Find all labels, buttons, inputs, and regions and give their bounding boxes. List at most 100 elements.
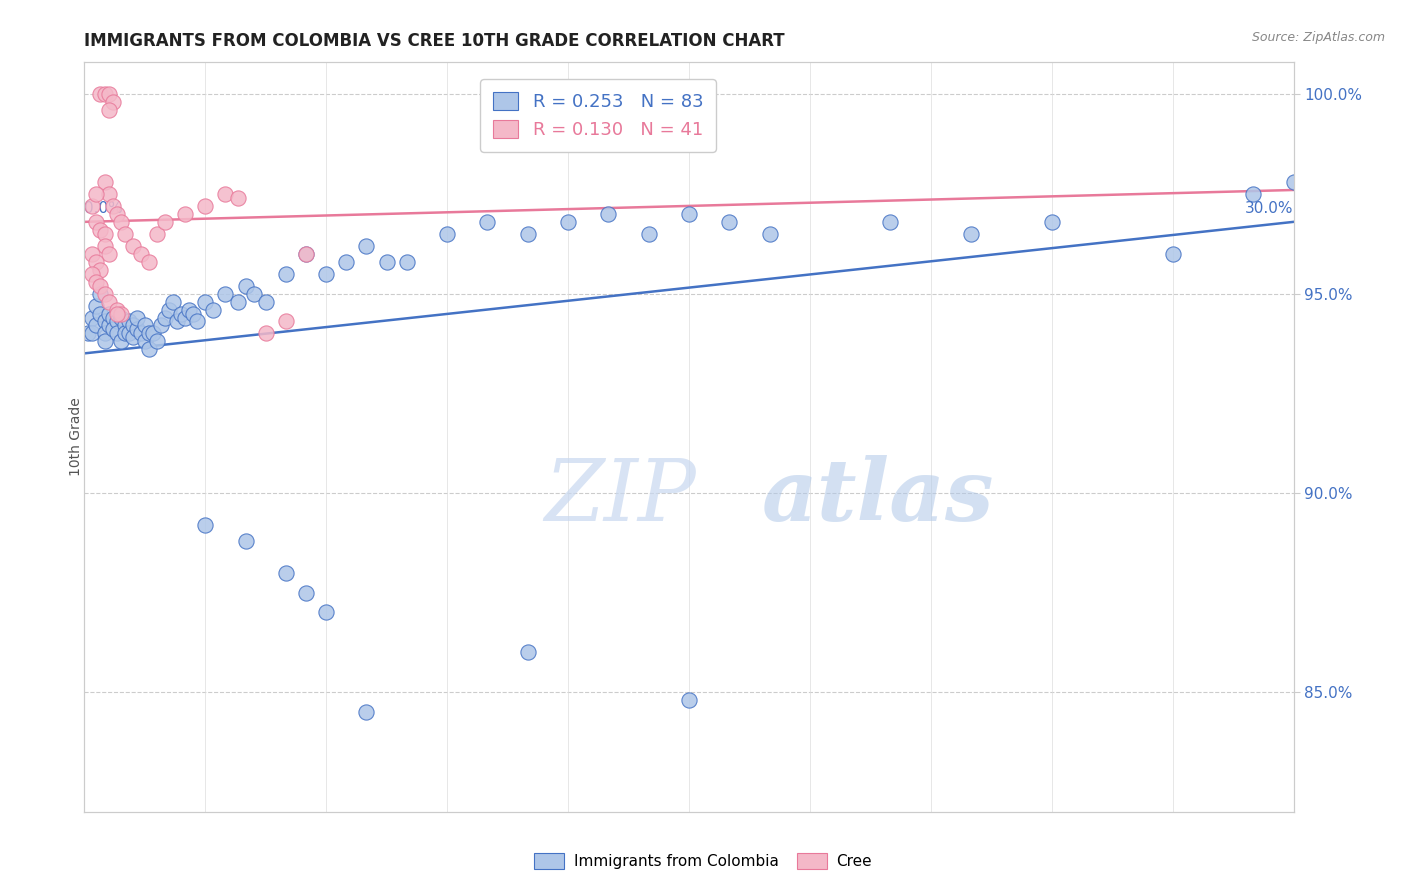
Point: [295, 246, 318, 260]
Point: [254, 326, 277, 341]
Point: [214, 286, 236, 301]
Point: [758, 227, 780, 241]
Point: [179, 302, 201, 317]
Point: [436, 227, 458, 241]
Point: [315, 267, 337, 281]
Point: [93, 87, 115, 102]
Point: [82, 246, 104, 260]
Point: [153, 215, 176, 229]
Point: [89, 223, 111, 237]
Point: [93, 314, 115, 328]
Point: [516, 645, 538, 659]
Point: [516, 227, 538, 241]
Point: [194, 517, 217, 532]
Point: [86, 275, 108, 289]
Text: IMMIGRANTS FROM COLOMBIA VS CREE 10TH GRADE CORRELATION CHART: IMMIGRANTS FROM COLOMBIA VS CREE 10TH GR…: [84, 32, 785, 50]
Point: [114, 227, 136, 241]
Point: [274, 566, 297, 580]
Point: [356, 705, 378, 719]
Point: [295, 246, 318, 260]
Point: [146, 227, 169, 241]
Point: [93, 334, 115, 349]
Point: [93, 286, 115, 301]
Point: [97, 318, 120, 333]
Point: [82, 310, 104, 325]
Point: [149, 318, 172, 333]
Point: [274, 267, 297, 281]
Point: [77, 326, 100, 341]
Point: [93, 239, 115, 253]
Point: [226, 294, 249, 309]
Point: [960, 227, 983, 241]
Point: [86, 318, 108, 333]
Point: [1241, 186, 1264, 201]
Point: [153, 310, 176, 325]
Point: [114, 318, 136, 333]
Point: [89, 278, 111, 293]
Point: [101, 310, 124, 325]
Point: [1161, 246, 1184, 260]
Point: [86, 186, 108, 201]
Point: [97, 186, 120, 201]
Point: [82, 267, 104, 281]
Point: [295, 585, 318, 599]
Point: [125, 310, 148, 325]
Point: [125, 322, 148, 336]
Point: [101, 199, 124, 213]
Point: [162, 294, 184, 309]
Text: 30.0%: 30.0%: [1246, 201, 1294, 216]
Point: [254, 294, 277, 309]
Point: [214, 186, 236, 201]
Point: [110, 310, 132, 325]
Point: [557, 215, 579, 229]
Point: [226, 191, 249, 205]
Point: [678, 207, 700, 221]
Point: [82, 326, 104, 341]
Point: [598, 207, 620, 221]
Point: [105, 207, 128, 221]
Point: [129, 326, 152, 341]
Point: [121, 330, 143, 344]
Point: [315, 606, 337, 620]
Point: [93, 326, 115, 341]
Point: [89, 87, 111, 102]
Point: [157, 302, 180, 317]
Point: [1040, 215, 1063, 229]
Point: [86, 299, 108, 313]
Point: [134, 334, 156, 349]
Point: [110, 215, 132, 229]
Point: [97, 294, 120, 309]
Point: [138, 254, 160, 268]
Point: [110, 306, 132, 320]
Point: [89, 306, 111, 320]
Point: [477, 215, 499, 229]
Point: [356, 239, 378, 253]
Point: [718, 215, 741, 229]
Point: [235, 533, 257, 548]
Point: [395, 254, 418, 268]
Point: [105, 302, 128, 317]
Point: [86, 254, 108, 268]
Point: [138, 326, 160, 341]
Legend: Immigrants from Colombia, Cree: Immigrants from Colombia, Cree: [527, 847, 879, 875]
Y-axis label: 10th Grade: 10th Grade: [69, 398, 83, 476]
Point: [186, 314, 208, 328]
Point: [166, 314, 188, 328]
Point: [129, 246, 152, 260]
Point: [181, 306, 204, 320]
Point: [146, 334, 169, 349]
Point: [105, 314, 128, 328]
Point: [82, 199, 104, 213]
Point: [375, 254, 398, 268]
Point: [142, 326, 165, 341]
Point: [194, 199, 217, 213]
Point: [274, 314, 297, 328]
Point: [93, 227, 115, 241]
Point: [97, 306, 120, 320]
Point: [121, 318, 143, 333]
Point: [879, 215, 901, 229]
Text: ZIP: ZIP: [544, 456, 696, 539]
Text: atlas: atlas: [762, 455, 994, 539]
Point: [235, 278, 257, 293]
Point: [242, 286, 264, 301]
